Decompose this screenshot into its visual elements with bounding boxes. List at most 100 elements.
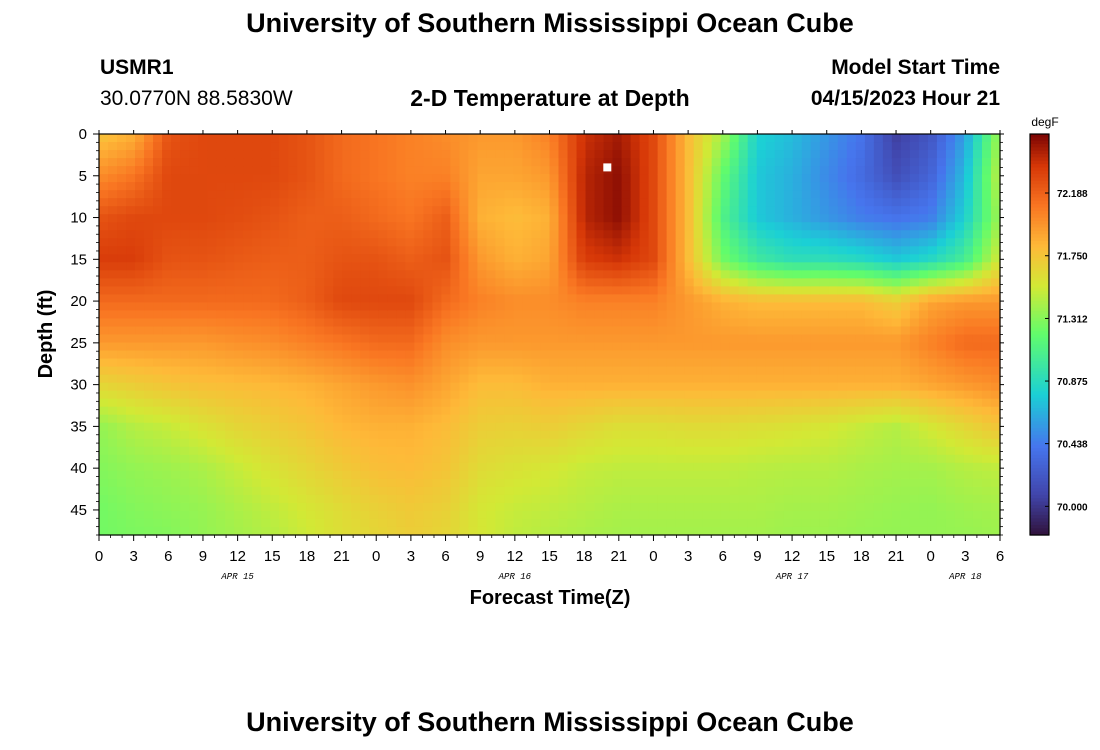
heatmap-cell: [459, 526, 470, 536]
heatmap-cell: [756, 406, 767, 416]
heatmap-cell: [747, 366, 758, 376]
heatmap-cell: [549, 278, 560, 287]
heatmap-cell: [504, 406, 515, 416]
heatmap-cell: [864, 478, 875, 488]
heatmap-cell: [738, 262, 749, 271]
heatmap-cell: [666, 478, 677, 488]
heatmap-cell: [396, 502, 406, 512]
heatmap-cell: [522, 526, 533, 536]
heatmap-cell: [540, 334, 551, 344]
heatmap-cell: [477, 398, 488, 408]
heatmap-cell: [981, 174, 992, 183]
heatmap-cell: [504, 134, 515, 143]
heatmap-cell: [657, 390, 668, 400]
heatmap-cell: [180, 198, 190, 207]
heatmap-cell: [792, 294, 803, 304]
heatmap-cell: [792, 206, 803, 215]
heatmap-cell: [513, 326, 524, 336]
heatmap-cell: [189, 310, 199, 320]
heatmap-cell: [639, 374, 650, 384]
heatmap-cell: [702, 422, 713, 432]
heatmap-cell: [333, 366, 343, 376]
heatmap-cell: [216, 238, 226, 247]
heatmap-cell: [405, 286, 415, 295]
heatmap-cell: [675, 350, 686, 360]
heatmap-cell: [540, 230, 551, 239]
heatmap-cell: [216, 430, 226, 440]
heatmap-cell: [261, 198, 271, 207]
heatmap-cell: [270, 158, 280, 167]
heatmap-cell: [936, 398, 947, 408]
heatmap-cell: [801, 262, 812, 271]
heatmap-cell: [297, 398, 307, 408]
heatmap-cell: [153, 318, 163, 328]
heatmap-cell: [180, 278, 190, 287]
heatmap-cell: [261, 382, 271, 392]
heatmap-cell: [621, 526, 632, 536]
heatmap-cell: [549, 406, 560, 416]
heatmap-cell: [117, 222, 127, 231]
heatmap-cell: [828, 198, 839, 207]
heatmap-cell: [810, 318, 821, 328]
heatmap-cell: [288, 454, 298, 464]
heatmap-cell: [639, 206, 650, 215]
heatmap-cell: [117, 510, 127, 520]
heatmap-cell: [684, 334, 695, 344]
heatmap-cell: [756, 214, 767, 223]
heatmap-cell: [531, 294, 542, 304]
heatmap-cell: [747, 254, 758, 263]
heatmap-cell: [459, 270, 470, 279]
heatmap-cell: [612, 310, 623, 320]
heatmap-cell: [891, 206, 902, 215]
heatmap-cell: [846, 358, 857, 368]
heatmap-cell: [153, 238, 163, 247]
heatmap-cell: [288, 206, 298, 215]
heatmap-cell: [342, 278, 352, 287]
heatmap-cell: [945, 478, 956, 488]
heatmap-cell: [468, 254, 479, 263]
heatmap-cell: [801, 238, 812, 247]
heatmap-cell: [270, 238, 280, 247]
heatmap-cell: [279, 158, 289, 167]
heatmap-cell: [360, 318, 370, 328]
heatmap-cell: [954, 414, 965, 424]
heatmap-cell: [792, 374, 803, 384]
heatmap-cell: [468, 318, 479, 328]
heatmap-cell: [360, 502, 370, 512]
heatmap-cell: [684, 374, 695, 384]
heatmap-cell: [576, 310, 587, 320]
heatmap-cell: [990, 310, 1001, 320]
heatmap-cell: [171, 246, 181, 255]
heatmap-cell: [504, 230, 515, 239]
heatmap-cell: [378, 358, 388, 368]
heatmap-cell: [522, 254, 533, 263]
heatmap-cell: [477, 278, 488, 287]
heatmap-cell: [576, 206, 587, 215]
heatmap-cell: [891, 494, 902, 504]
heatmap-cell: [603, 390, 614, 400]
heatmap-cell: [396, 318, 406, 328]
heatmap-cell: [198, 262, 208, 271]
heatmap-cell: [927, 182, 938, 191]
heatmap-cell: [504, 382, 515, 392]
heatmap-cell: [981, 278, 992, 287]
heatmap-cell: [756, 246, 767, 255]
heatmap-cell: [297, 414, 307, 424]
heatmap-cell: [558, 150, 569, 159]
heatmap-cell: [990, 342, 1001, 352]
heatmap-cell: [774, 462, 785, 472]
heatmap-cell: [648, 334, 659, 344]
heatmap-cell: [702, 294, 713, 304]
heatmap-cell: [594, 446, 605, 456]
heatmap-cell: [162, 158, 172, 167]
heatmap-cell: [585, 446, 596, 456]
heatmap-cell: [207, 454, 217, 464]
heatmap-cell: [846, 454, 857, 464]
heatmap-cell: [396, 390, 406, 400]
heatmap-cell: [441, 494, 451, 504]
heatmap-cell: [774, 174, 785, 183]
heatmap-cell: [927, 230, 938, 239]
heatmap-cell: [882, 510, 893, 520]
heatmap-cell: [756, 230, 767, 239]
heatmap-cell: [315, 446, 325, 456]
